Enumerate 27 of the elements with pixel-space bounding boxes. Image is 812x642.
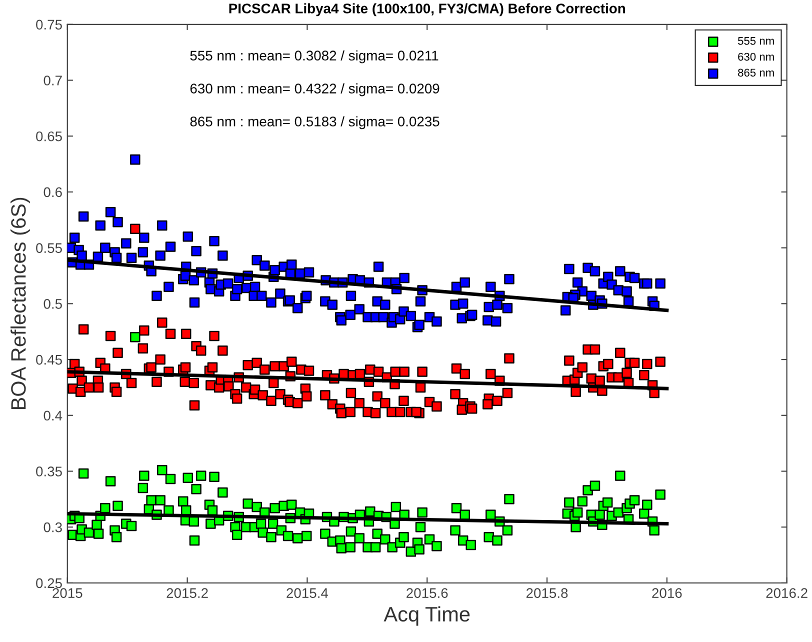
y-tick-label: 0.6: [44, 187, 62, 198]
chart-title: PICSCAR Libya4 Site (100x100, FY3/CMA) Before Correction: [229, 3, 626, 16]
y-tick-label: 0.75: [36, 20, 62, 30]
legend-label: 865 nm: [738, 68, 774, 77]
y-tick-label: 0.5: [44, 299, 62, 309]
y-axis-title: BOA Reflectances (6S): [10, 198, 30, 410]
x-axis-title: Acq Time: [384, 606, 470, 626]
y-tick-label: 0.7: [44, 76, 62, 86]
x-tick-label: 2016.2: [766, 588, 808, 598]
x-tick-label: 2016: [652, 588, 682, 598]
x-tick-label: 2015.4: [286, 588, 328, 598]
annotation: 865 nm : mean= 0.5183 / sigma= 0.0235: [190, 116, 440, 130]
y-tick-label: 0.3: [44, 522, 62, 532]
x-tick-label: 2015: [52, 588, 82, 598]
legend-label: 630 nm: [738, 52, 774, 61]
y-tick-label: 0.65: [36, 131, 62, 142]
legend-label: 555 nm: [738, 37, 774, 45]
y-tick-label: 0.45: [36, 354, 62, 365]
x-tick-label: 2015.8: [526, 588, 568, 598]
x-tick-label: 2015.2: [166, 588, 208, 598]
x-tick-label: 2015.6: [406, 588, 448, 598]
y-tick-label: 0.4: [44, 410, 62, 421]
y-tick-label: 0.25: [36, 578, 62, 588]
annotation: 555 nm : mean= 0.3082 / sigma= 0.0211: [190, 50, 438, 64]
y-tick-label: 0.55: [36, 243, 62, 253]
y-tick-label: 0.35: [36, 466, 62, 476]
annotation: 630 nm : mean= 0.4322 / sigma= 0.0209: [190, 83, 440, 96]
